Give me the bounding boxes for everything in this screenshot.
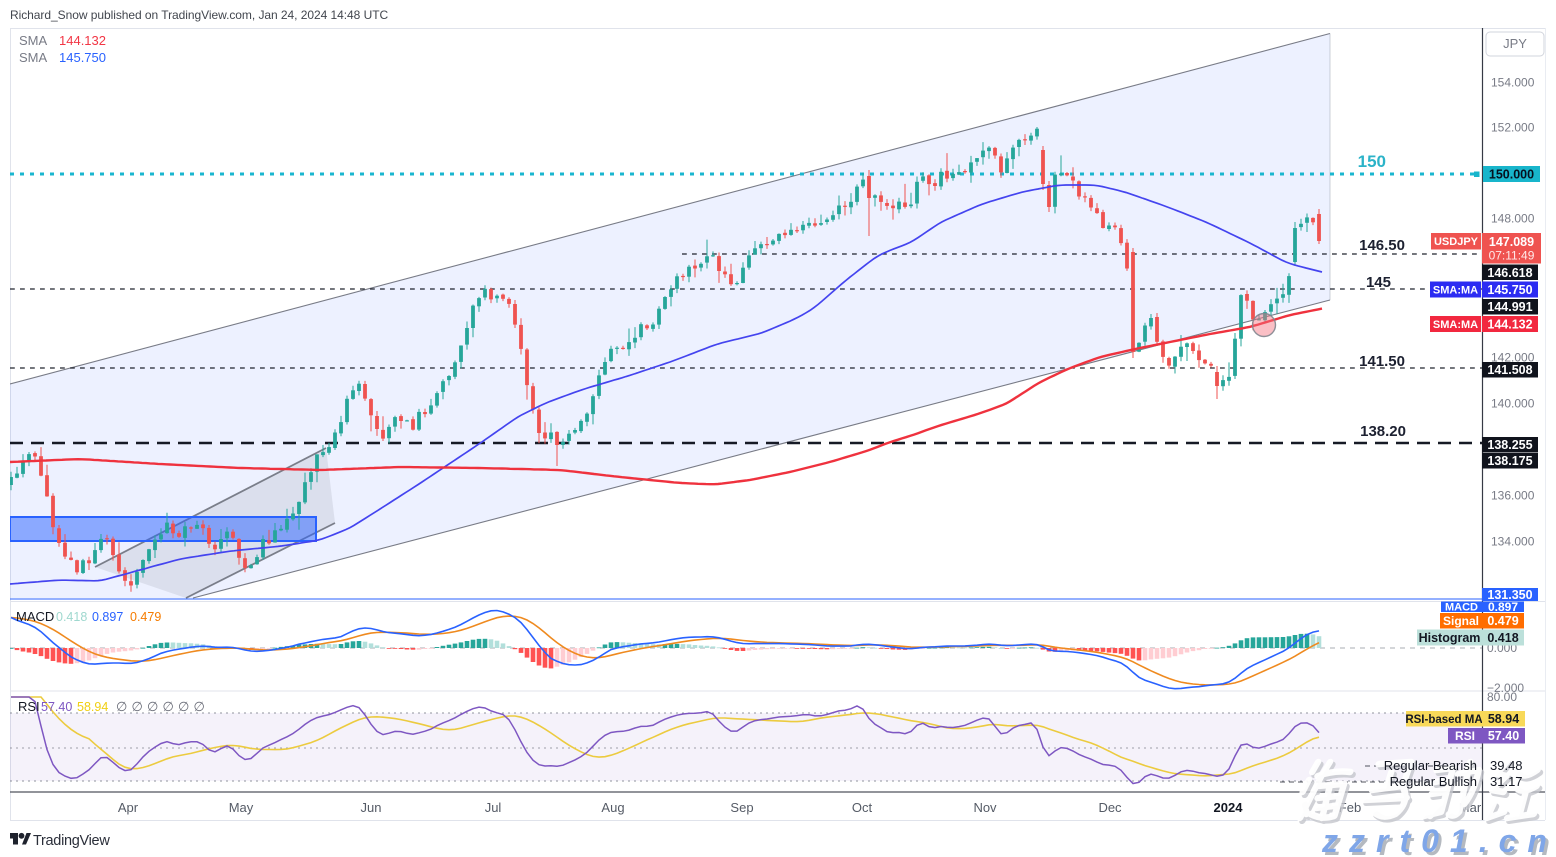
svg-text:May: May (229, 800, 254, 815)
svg-text:RSI: RSI (1455, 729, 1475, 743)
svg-text:∅: ∅ (178, 699, 189, 714)
svg-text:JPY: JPY (1503, 36, 1527, 51)
svg-text:31.17: 31.17 (1490, 774, 1523, 789)
svg-text:144.132: 144.132 (1487, 318, 1532, 332)
svg-text:SMA:MA: SMA:MA (1433, 319, 1478, 331)
svg-text:136.000: 136.000 (1491, 489, 1535, 503)
svg-text:Dec: Dec (1098, 800, 1122, 815)
svg-text:57.40: 57.40 (1488, 729, 1519, 743)
svg-text:154.000: 154.000 (1491, 76, 1535, 90)
svg-text:141.508: 141.508 (1487, 363, 1532, 377)
svg-text:07:11:49: 07:11:49 (1489, 249, 1535, 263)
svg-text:Signal: Signal (1443, 614, 1479, 628)
svg-text:146.618: 146.618 (1487, 266, 1532, 280)
svg-text:−2.000: −2.000 (1487, 681, 1524, 695)
svg-text:USDJPY: USDJPY (1434, 236, 1479, 248)
svg-text:zzrt01.cn: zzrt01.cn (1321, 823, 1556, 857)
svg-text:152.000: 152.000 (1491, 121, 1535, 135)
svg-text:138.255: 138.255 (1487, 438, 1532, 452)
svg-text:∅: ∅ (116, 699, 127, 714)
svg-text:2024: 2024 (1214, 800, 1244, 815)
svg-text:0.897: 0.897 (92, 610, 123, 624)
svg-text:0.418: 0.418 (1487, 631, 1518, 645)
svg-text:138.175: 138.175 (1487, 454, 1532, 468)
svg-text:141.50: 141.50 (1359, 353, 1405, 370)
svg-text:142.000: 142.000 (1491, 351, 1535, 365)
svg-text:Jun: Jun (361, 800, 382, 815)
svg-text:140.000: 140.000 (1491, 397, 1535, 411)
svg-text:144.991: 144.991 (1487, 300, 1532, 314)
svg-text:39.48: 39.48 (1490, 758, 1523, 773)
svg-text:0.479: 0.479 (1487, 614, 1518, 628)
svg-text:Jul: Jul (485, 800, 502, 815)
svg-text:zzrt01.cn: zzrt01.cn (1324, 826, 1556, 857)
svg-text:∅: ∅ (163, 699, 174, 714)
svg-text:Oct: Oct (852, 800, 873, 815)
svg-text:148.000: 148.000 (1491, 212, 1535, 226)
svg-text:145.750: 145.750 (59, 50, 106, 65)
svg-text:58.94: 58.94 (1488, 712, 1519, 726)
svg-text:TradingView: TradingView (33, 833, 110, 849)
svg-text:150: 150 (1358, 152, 1386, 171)
svg-text:131.350: 131.350 (1487, 588, 1532, 602)
svg-text:MACD: MACD (16, 609, 54, 624)
svg-text:0.418: 0.418 (56, 610, 87, 624)
svg-text:57.40: 57.40 (41, 700, 72, 714)
svg-text:0.479: 0.479 (130, 610, 161, 624)
svg-text:Regular Bullish: Regular Bullish (1390, 774, 1477, 789)
svg-text:SMA: SMA (19, 50, 48, 65)
svg-text:SMA:MA: SMA:MA (1433, 285, 1478, 297)
svg-text:Regular Bearish: Regular Bearish (1384, 758, 1477, 773)
svg-text:150.000: 150.000 (1489, 168, 1534, 182)
svg-text:∅: ∅ (194, 699, 205, 714)
svg-text:∅: ∅ (147, 699, 158, 714)
svg-text:Histogram: Histogram (1419, 631, 1481, 645)
svg-text:Apr: Apr (118, 800, 139, 815)
svg-text:SMA: SMA (19, 33, 48, 48)
svg-text:138.20: 138.20 (1360, 423, 1406, 440)
svg-text:Aug: Aug (601, 800, 624, 815)
svg-text:134.000: 134.000 (1491, 535, 1535, 549)
svg-text:58.94: 58.94 (77, 700, 108, 714)
svg-text:0.897: 0.897 (1488, 600, 1518, 614)
svg-text:Sep: Sep (730, 800, 753, 815)
svg-text:Nov: Nov (973, 800, 997, 815)
svg-text:144.132: 144.132 (59, 33, 106, 48)
svg-text:RSI-based MA: RSI-based MA (1405, 714, 1482, 726)
svg-text:RSI: RSI (18, 699, 40, 714)
svg-text:80.00: 80.00 (1487, 690, 1517, 704)
svg-text:145.750: 145.750 (1487, 283, 1532, 297)
svg-text:MACD: MACD (1445, 602, 1478, 614)
svg-text:Richard_Snow published on Trad: Richard_Snow published on TradingView.co… (10, 8, 388, 22)
svg-text:∅: ∅ (132, 699, 143, 714)
svg-text:147.089: 147.089 (1489, 235, 1534, 249)
svg-text:145: 145 (1366, 274, 1391, 291)
svg-text:146.50: 146.50 (1359, 237, 1405, 254)
